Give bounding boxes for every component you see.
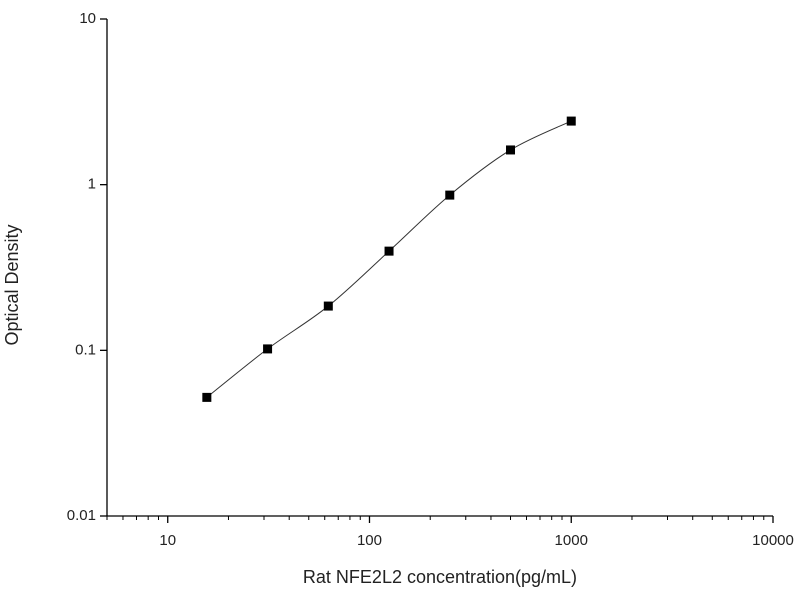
point — [445, 190, 455, 200]
point — [566, 116, 576, 126]
point — [384, 246, 394, 256]
y-tick-label: 1 — [88, 176, 96, 193]
y-tick-label: 0.1 — [75, 341, 96, 358]
point — [323, 301, 333, 311]
y-axis-title: Optical Density — [2, 224, 22, 345]
point — [506, 145, 516, 155]
x-tick-label: 1000 — [555, 532, 588, 549]
x-axis-title: Rat NFE2L2 concentration(pg/mL) — [303, 567, 577, 587]
point — [202, 392, 212, 402]
x-tick-label: 100 — [357, 532, 382, 549]
point — [263, 344, 273, 354]
fit-line — [206, 120, 572, 398]
y-tick-label: 0.01 — [67, 507, 96, 524]
x-tick-label: 10000 — [752, 532, 794, 549]
x-tick-label: 10 — [159, 532, 176, 549]
y-tick-label: 10 — [79, 10, 96, 27]
